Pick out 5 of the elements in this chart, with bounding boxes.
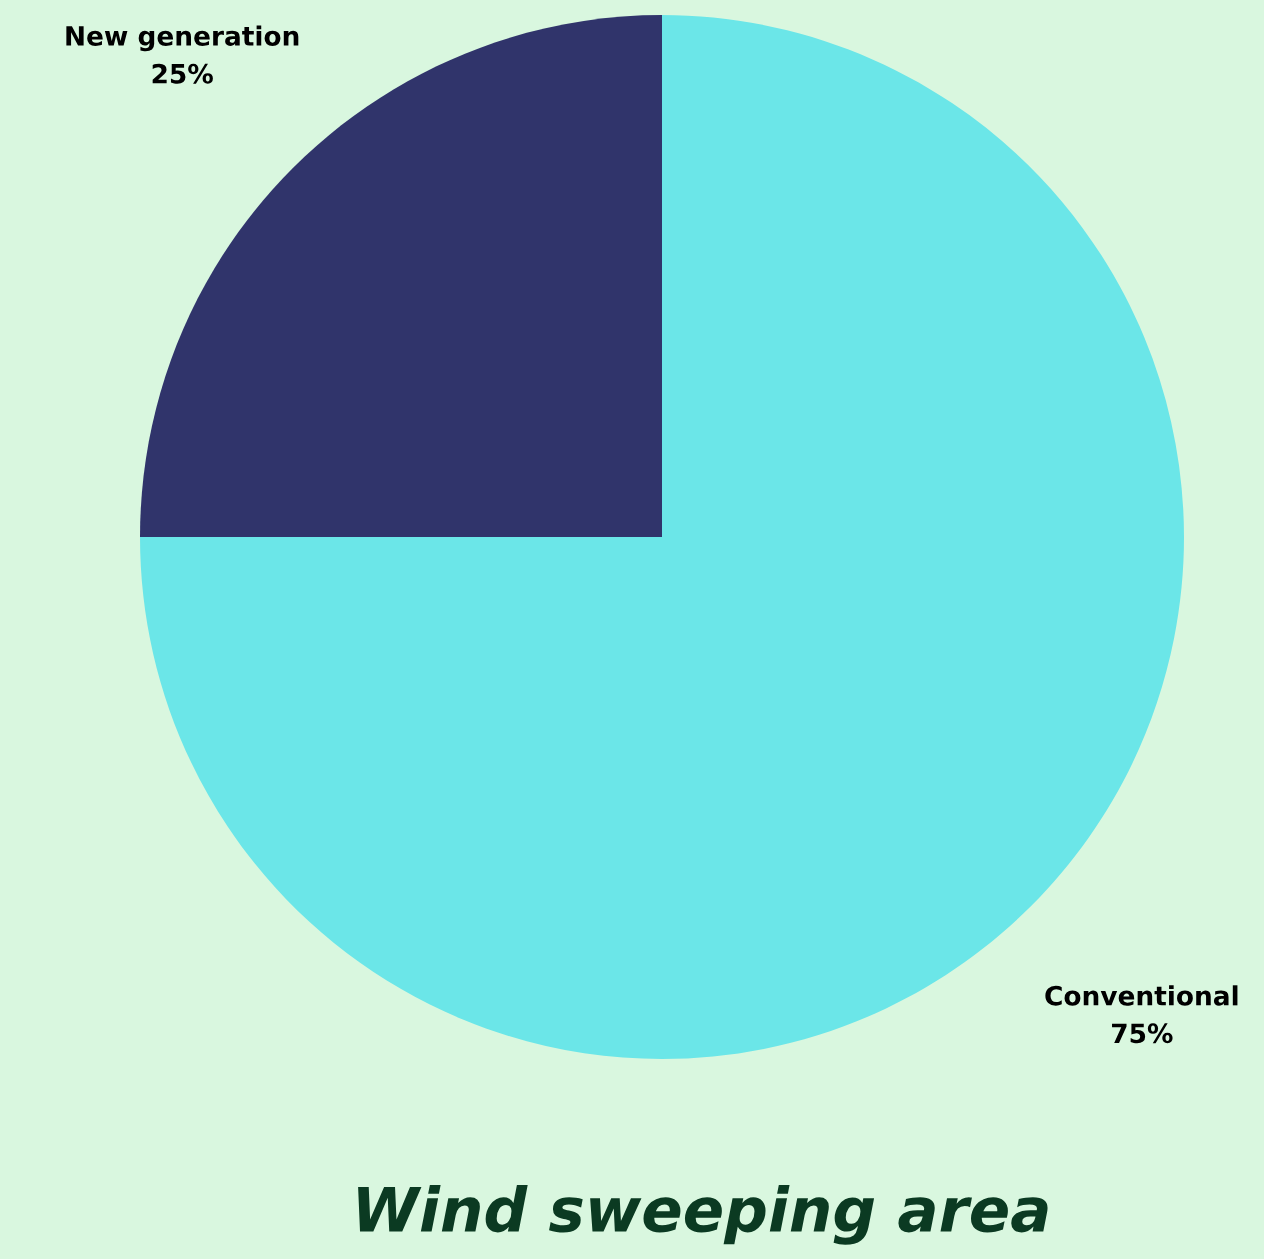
data-label: 25% [152, 63, 213, 84]
text: Wind sweeping area [358, 1185, 1048, 1245]
slice-label: New generation [66, 25, 299, 52]
data-label: 75% [1112, 1023, 1173, 1044]
slice-label: Conventional [1045, 985, 1238, 1006]
